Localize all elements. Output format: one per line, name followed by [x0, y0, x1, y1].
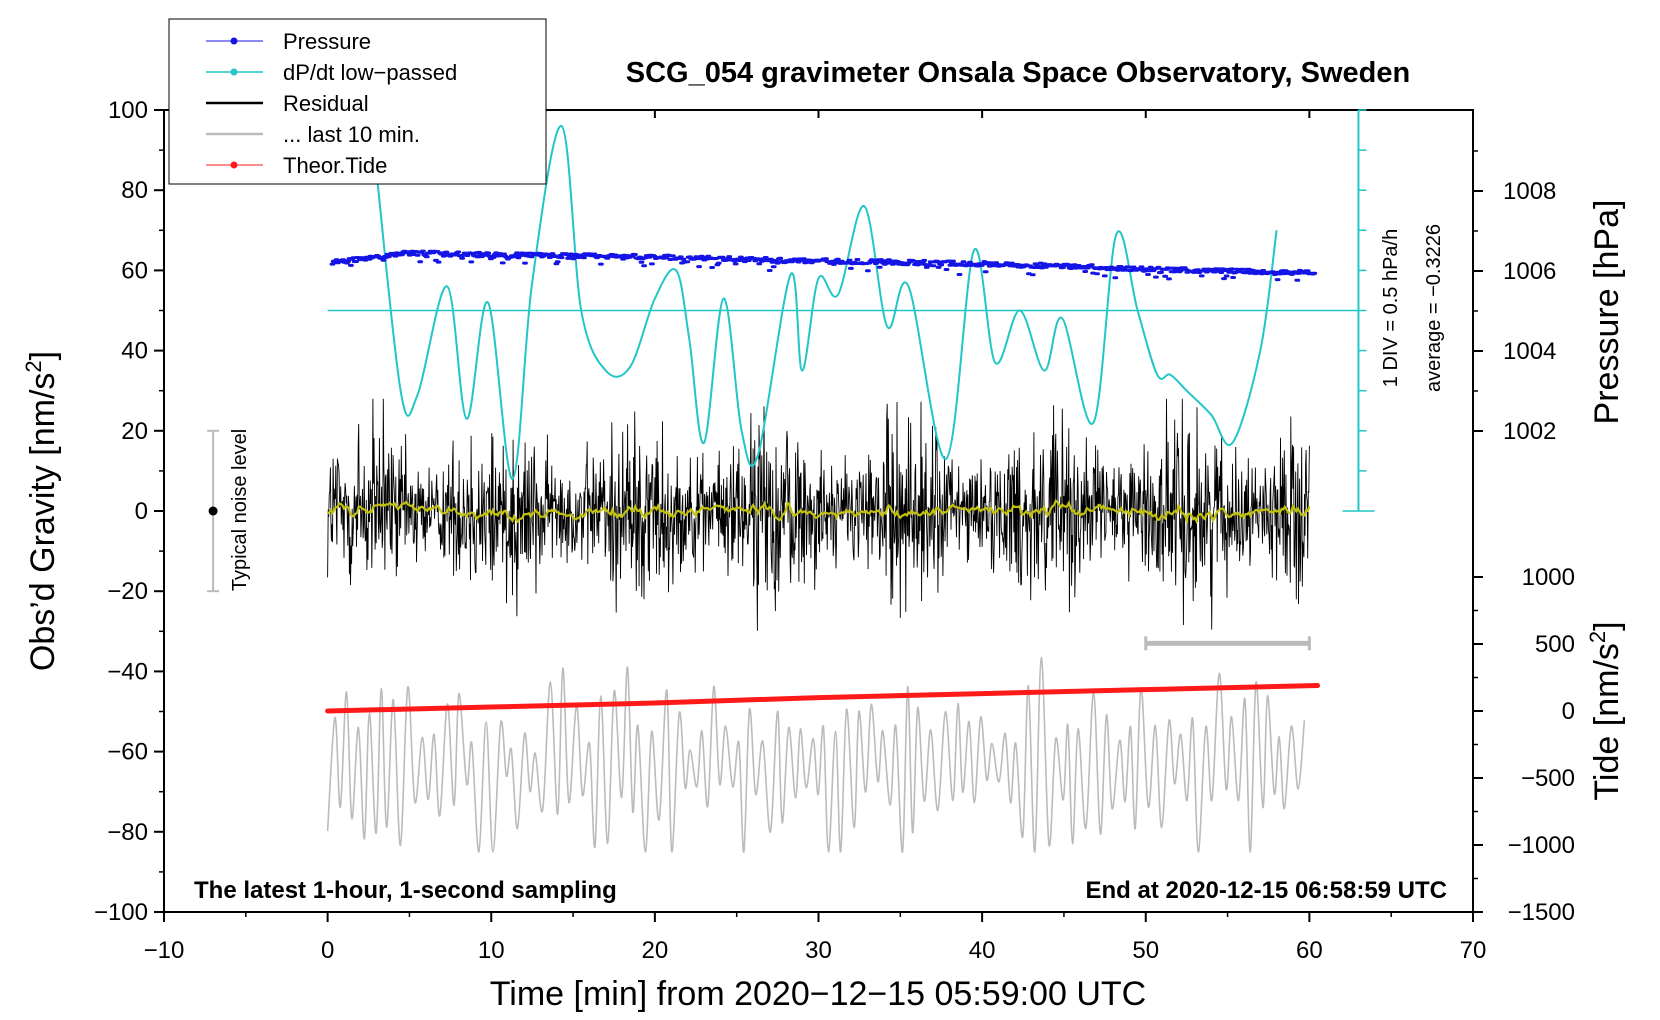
x-tick-label: 30 — [805, 937, 832, 964]
y-tick-label: 0 — [135, 498, 148, 525]
y-tick-label: −20 — [107, 578, 148, 605]
residual-series — [326, 398, 1311, 631]
residual-line — [327, 398, 1310, 631]
x-tick-label: 60 — [1296, 937, 1323, 964]
tide-tick-label: −500 — [1521, 765, 1575, 792]
y-axis-pressure-label: Pressure [hPa] — [1588, 200, 1626, 425]
y-axis-tide: −1500 −1000 −500 0 500 1000 — [1473, 564, 1575, 926]
subtitle-right: End at 2020-12-15 06:58:59 UTC — [1086, 877, 1448, 904]
y-tick-label: −60 — [107, 739, 148, 766]
x-tick-label: 70 — [1460, 937, 1487, 964]
legend-marker — [230, 68, 238, 76]
tide-line — [325, 683, 1321, 714]
x-axis-label: Time [min] from 2020−12−15 05:59:00 UTC — [490, 975, 1146, 1013]
x-tick-label: 40 — [969, 937, 996, 964]
tide-tick-label: −1000 — [1508, 832, 1575, 859]
y-tick-label: −80 — [107, 819, 148, 846]
last-10-min-series — [326, 656, 1306, 853]
legend-label: ... last 10 min. — [283, 122, 420, 147]
x-tick-label: 20 — [642, 937, 669, 964]
y-tick-label: 40 — [121, 338, 148, 365]
x-tick-label: 50 — [1132, 937, 1159, 964]
legend-label: Pressure — [283, 29, 371, 54]
y-tick-label: 80 — [121, 177, 148, 204]
x-tick-label: −10 — [144, 937, 185, 964]
noise-level-label: Typical noise level — [229, 429, 251, 591]
x-axis: −10 0 10 20 30 40 50 60 70 — [144, 110, 1487, 964]
pressure-series — [329, 249, 1318, 282]
pressure-points — [329, 249, 1318, 282]
y-axis-left: −100 −80 −60 −40 −20 0 20 40 60 80 100 — [94, 97, 164, 926]
legend-marker — [230, 37, 238, 45]
legend-marker — [230, 161, 238, 169]
tide-tick-label: 1000 — [1522, 564, 1575, 591]
y-tick-label: 20 — [121, 418, 148, 445]
tide-series — [325, 683, 1321, 714]
y-axis-pressure: 1002 1004 1006 1008 — [1473, 150, 1556, 445]
dpdt-series — [327, 109, 1375, 512]
legend-box — [168, 18, 547, 185]
subtitle-left: The latest 1-hour, 1-second sampling — [194, 877, 617, 904]
legend-label: dP/dt low−passed — [283, 60, 457, 85]
dpdt-line — [375, 124, 1278, 480]
dpdt-div-label: 1 DIV = 0.5 hPa/h — [1380, 229, 1402, 387]
legend-label: Residual — [283, 91, 369, 116]
dpdt-average-label: average = −0.3226 — [1423, 224, 1445, 392]
pressure-tick-label: 1002 — [1503, 418, 1556, 445]
tide-tick-label: −1500 — [1508, 899, 1575, 926]
legend: Pressure dP/dt low−passed Residual ... last… — [206, 29, 457, 178]
y-tick-label: 60 — [121, 257, 148, 284]
x-tick-label: 0 — [321, 937, 334, 964]
y-tick-label: 100 — [108, 97, 148, 124]
noise-level-dot — [208, 506, 218, 516]
last-10-min-line — [326, 656, 1306, 853]
y-tick-label: −40 — [107, 658, 148, 685]
tide-tick-label: 500 — [1535, 631, 1575, 658]
y-tick-label: −100 — [94, 899, 148, 926]
x-tick-label: 10 — [478, 937, 505, 964]
pressure-tick-label: 1004 — [1503, 338, 1556, 365]
y-axis-tide-label: Tide [nm/s2] — [1585, 621, 1626, 800]
pressure-tick-label: 1008 — [1503, 178, 1556, 205]
y-axis-left-label: Obs’d Gravity [nm/s2] — [21, 351, 62, 671]
chart-title: SCG_054 gravimeter Onsala Space Observat… — [626, 57, 1410, 89]
residual-smoothed-line — [326, 499, 1311, 525]
legend-label: Theor.Tide — [283, 153, 387, 178]
annotations — [207, 429, 1311, 651]
pressure-tick-label: 1006 — [1503, 258, 1556, 285]
tide-tick-label: 0 — [1562, 698, 1575, 725]
